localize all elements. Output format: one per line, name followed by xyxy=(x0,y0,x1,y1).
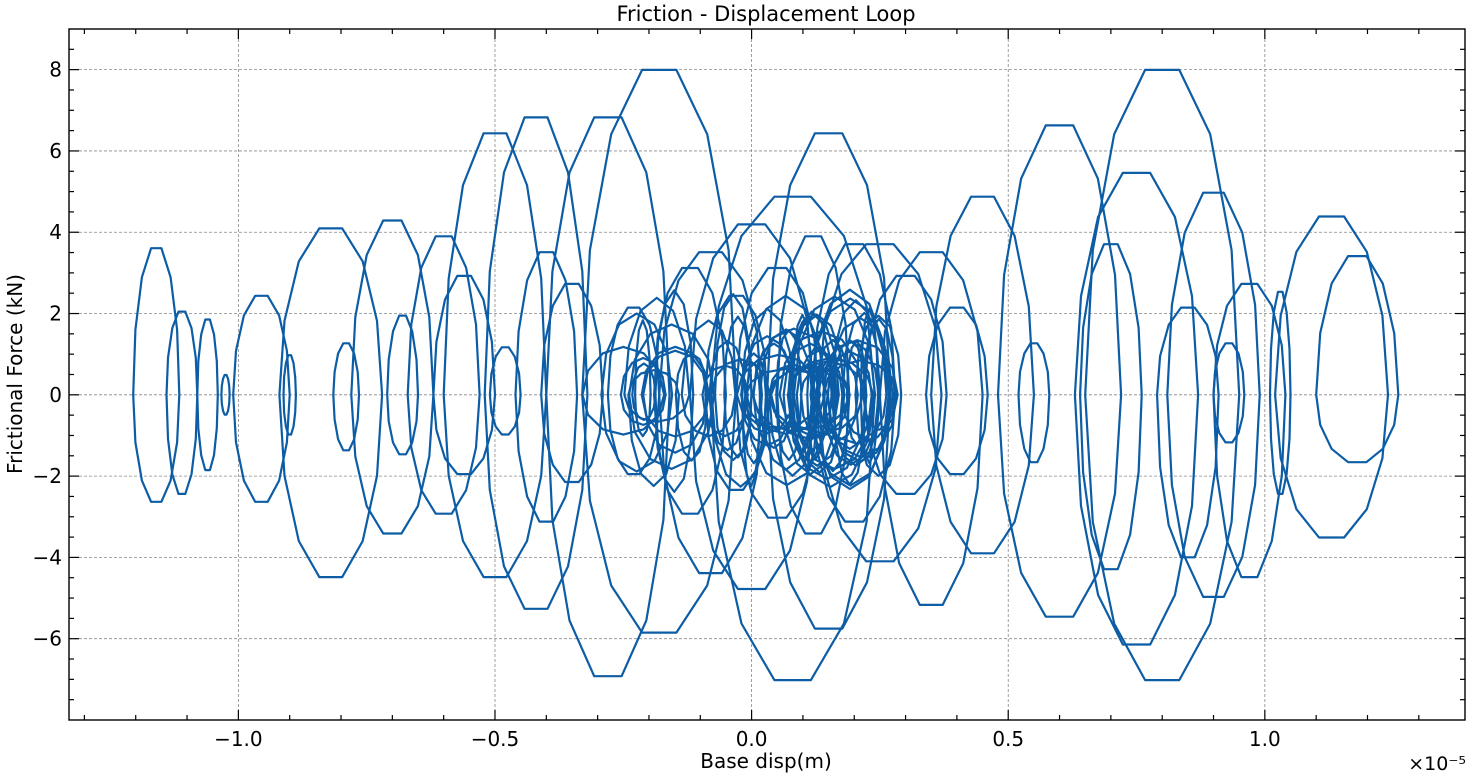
plot-area xyxy=(132,68,1400,682)
core-loop xyxy=(640,345,711,438)
core-loop xyxy=(740,352,767,465)
core-loop xyxy=(631,362,657,421)
tick-labels: −1.0 −0.5 0.0 0.5 1.0 −6 −4 −2 0 2 4 6 8 xyxy=(33,58,1281,751)
hysteresis-loop xyxy=(925,306,989,476)
core-loop xyxy=(701,364,749,438)
hysteresis-loop xyxy=(545,116,671,678)
core-loop xyxy=(674,352,709,462)
y-tick-label: 6 xyxy=(49,139,62,163)
hysteresis-loop xyxy=(930,195,1035,555)
core-loop xyxy=(735,353,822,431)
hysteresis-loop xyxy=(1268,290,1292,495)
hysteresis-loop xyxy=(232,294,291,503)
hysteresis-loop xyxy=(196,318,219,472)
core-loop xyxy=(786,356,875,488)
hysteresis-loop xyxy=(1084,68,1241,682)
x-tick-label: 0.0 xyxy=(736,727,768,751)
y-tick-label: 8 xyxy=(49,58,62,82)
core-loop xyxy=(792,295,877,471)
x-tick-label: −0.5 xyxy=(471,727,520,751)
y-tick-label: −2 xyxy=(33,464,62,488)
grid xyxy=(69,29,1465,720)
hysteresis-loop xyxy=(1017,342,1051,464)
hysteresis-loop xyxy=(220,373,231,416)
x-axis-label: Base disp(m) xyxy=(700,749,832,773)
hysteresis-loop xyxy=(1156,306,1220,559)
hysteresis-loop xyxy=(514,251,579,523)
hysteresis-loop xyxy=(653,266,727,515)
core-loop xyxy=(654,289,695,493)
core-loop xyxy=(832,338,867,486)
core-loop xyxy=(600,312,674,473)
x-tick-label: −1.0 xyxy=(214,727,263,751)
core-loop xyxy=(623,296,691,423)
hysteresis-loop xyxy=(442,132,548,579)
hysteresis-loop xyxy=(878,251,984,606)
hysteresis-loop xyxy=(406,235,481,515)
core-loop xyxy=(680,319,737,438)
hysteresis-loop xyxy=(488,346,522,436)
hysteresis-loop xyxy=(278,227,384,579)
hysteresis-loop xyxy=(1073,171,1200,646)
x-tick-label: 1.0 xyxy=(1249,727,1281,751)
core-loop xyxy=(723,315,753,459)
hysteresis-loop xyxy=(1315,255,1400,464)
hysteresis-loop xyxy=(386,314,420,456)
core-loop xyxy=(642,349,709,454)
core-loop xyxy=(788,313,846,467)
hysteresis-loop xyxy=(1166,191,1261,598)
y-tick-label: 4 xyxy=(49,220,62,244)
core-loop xyxy=(581,345,666,436)
x-offset-label: ×10⁻⁵ xyxy=(1408,753,1466,775)
hysteresis-loop xyxy=(1274,215,1390,539)
ticks xyxy=(69,29,1465,720)
y-axis-label: Frictional Force (kN) xyxy=(3,274,27,474)
hysteresis-loop xyxy=(332,342,361,452)
y-tick-label: −6 xyxy=(33,627,62,651)
core-loop xyxy=(775,328,803,462)
core-loop xyxy=(768,366,851,431)
hysteresis-loop xyxy=(483,116,589,610)
chart-title: Friction - Displacement Loop xyxy=(616,2,915,26)
hysteresis-loop xyxy=(432,274,497,476)
hysteresis-loop xyxy=(863,274,948,495)
hysteresis-loop xyxy=(996,124,1123,618)
core-loop xyxy=(752,342,796,449)
hysteresis-loop xyxy=(282,354,297,436)
hysteresis-loop xyxy=(132,247,181,503)
hysteresis-loop xyxy=(1212,282,1287,579)
x-tick-label: 0.5 xyxy=(992,727,1024,751)
core-loop xyxy=(795,349,844,474)
core-loop xyxy=(778,330,864,434)
core-loop xyxy=(854,314,903,477)
y-tick-label: 0 xyxy=(49,383,62,407)
y-tick-label: −4 xyxy=(33,545,62,569)
core-loop xyxy=(806,345,826,460)
hysteresis-loop xyxy=(165,310,199,495)
core-loop xyxy=(810,288,890,491)
y-tick-label: 2 xyxy=(49,302,62,326)
hysteresis-loop xyxy=(658,251,763,575)
core-loop xyxy=(634,319,652,438)
hysteresis-loop xyxy=(1079,243,1143,571)
hysteresis-loop xyxy=(350,219,435,535)
